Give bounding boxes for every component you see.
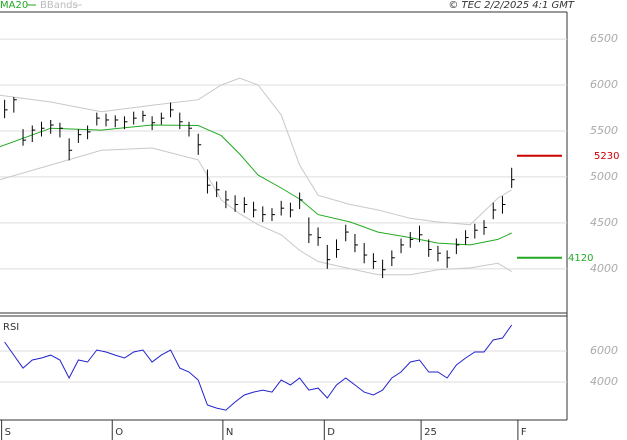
y-tick-label: 5000 [590,170,618,183]
rsi-title: RSI [3,322,19,333]
bband-lower [0,147,512,276]
bband-upper [0,77,512,226]
y-tick-label: 4500 [590,216,618,229]
y-tick-label: 6000 [590,344,618,357]
legend-ma: MA20 [0,0,28,11]
x-tick-label: S [5,427,11,438]
rsi-line [4,324,513,411]
x-tick-label: O [115,427,123,438]
level-label: 5230 [594,151,619,162]
x-tick-label: D [327,427,335,438]
y-tick-label: 6000 [590,78,618,91]
legend-bbands: BBands [40,0,78,11]
y-tick-label: 4000 [590,375,618,388]
y-tick-label: 5500 [590,124,618,137]
y-tick-label: 4000 [590,262,618,275]
level-label: 4120 [568,253,593,264]
header: © TEC 2/2/2025 4:1 GMT [448,0,575,11]
ma-line [0,124,512,246]
x-tick-label: 25 [424,427,437,438]
x-tick-label: N [226,427,233,438]
y-tick-label: 6500 [590,32,618,45]
x-tick-label: F [521,427,527,438]
